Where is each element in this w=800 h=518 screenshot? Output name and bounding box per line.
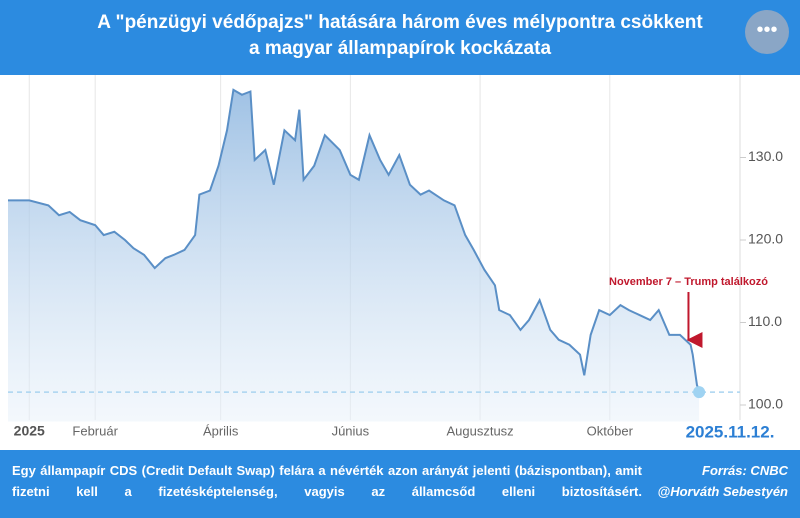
footer: Egy állampapír CDS (Credit Default Swap)… [0, 450, 800, 518]
x-tick-label: Augusztusz [446, 423, 513, 438]
line [8, 88, 701, 391]
x-tick-label: Április [203, 423, 239, 438]
y-tick-label: 120.0 [748, 231, 783, 247]
title-line: a magyar állampapírok kockázata [248, 38, 552, 59]
footer-note: Egy állampapír CDS (Credit Default Swap)… [12, 463, 642, 499]
date-label: 2025.11.12. [686, 422, 775, 441]
area [8, 89, 700, 422]
source: Forrás: CNBC [702, 463, 788, 478]
x-tick-label: Február [72, 423, 118, 438]
x-tick-label: Október [587, 423, 634, 438]
title-line: A "pénzügyi védőpajzs" hatására három év… [97, 12, 703, 33]
author: @Horváth Sebestyén [657, 484, 788, 499]
annotation: November 7 – Trump találkozó [609, 276, 768, 288]
x-tick-label: 2025 [14, 423, 45, 439]
last-point [693, 386, 706, 399]
x-tick-label: Június [332, 423, 370, 438]
y-tick-label: 110.0 [748, 313, 782, 329]
chart: 2025.11.12. 100.0 110.0 120.0 130.0 2025 Febr… [8, 75, 783, 441]
credits: Forrás: CNBC @Horváth Sebestyén [658, 460, 788, 502]
y-tick-label: 100.0 [748, 396, 783, 412]
menu-button[interactable]: ••• [745, 10, 789, 54]
header: A "pénzügyi védőpajzs" hatására három év… [0, 0, 800, 75]
y-tick-label: 130.0 [748, 148, 783, 164]
